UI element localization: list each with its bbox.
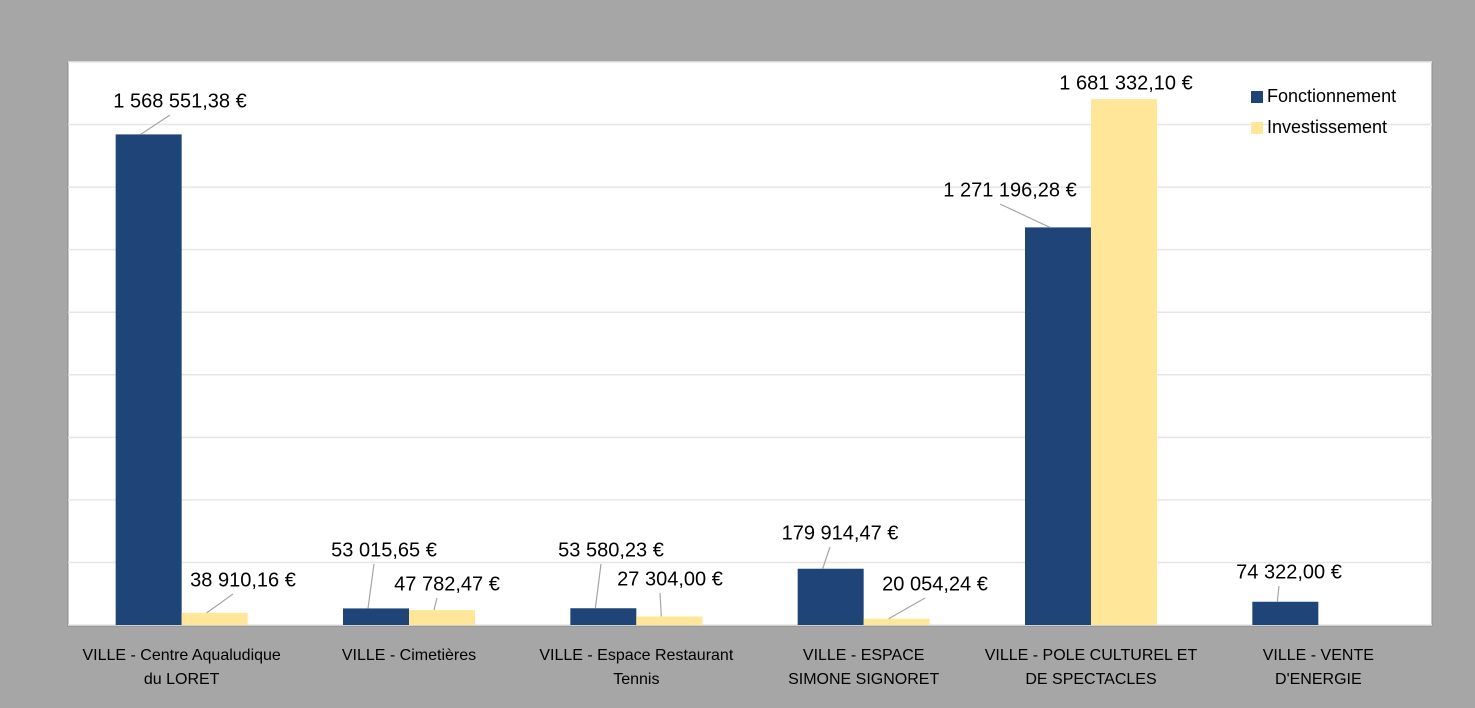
- data-label: 1 271 196,28 €: [943, 179, 1076, 201]
- leader-line: [999, 203, 1051, 228]
- plot-area: [67, 61, 1433, 627]
- data-label: 27 304,00 €: [617, 568, 723, 590]
- bar: [570, 608, 637, 625]
- x-tick-label: VILLE - Espace Restaurant Tennis: [539, 647, 734, 688]
- data-label: 53 015,65 €: [331, 539, 437, 561]
- leader-line: [888, 597, 926, 620]
- legend-swatch: [1251, 91, 1263, 103]
- legend-swatch: [1251, 122, 1263, 134]
- leader-line: [659, 592, 662, 617]
- x-tick-label: VILLE - Cimetières: [341, 647, 477, 664]
- leader-line: [206, 593, 234, 614]
- legend-label: Fonctionnement: [1267, 86, 1396, 106]
- bar: [1025, 227, 1091, 625]
- data-label: 1 568 551,38 €: [113, 90, 246, 112]
- bar: [1091, 99, 1157, 625]
- data-label: 47 782,47 €: [394, 573, 500, 595]
- bar: [409, 610, 475, 625]
- leader-line: [1276, 585, 1280, 602]
- x-tick-label: VILLE - ESPACE SIMONE SIGNORET: [788, 647, 940, 688]
- bar: [115, 134, 182, 626]
- bar: [181, 612, 248, 625]
- data-label: 179 914,47 €: [782, 522, 899, 544]
- bar: [343, 608, 409, 625]
- bar: [797, 568, 864, 625]
- bar: [636, 616, 703, 625]
- data-label: 38 910,16 €: [190, 569, 296, 591]
- data-label: 74 322,00 €: [1236, 561, 1342, 583]
- legend-label: Investissement: [1267, 117, 1387, 137]
- leader-line: [822, 546, 831, 569]
- x-tick-label: VILLE - VENTE D'ENERGIE: [1262, 647, 1374, 688]
- leader-line: [594, 563, 602, 609]
- leader-line: [367, 563, 375, 609]
- bar: [1252, 601, 1319, 625]
- bar: [863, 618, 930, 625]
- data-label: 53 580,23 €: [558, 539, 664, 561]
- leader-line: [140, 114, 171, 135]
- data-label: 20 054,24 €: [882, 573, 988, 595]
- x-tick-label: VILLE - Centre Aqualudique du LORET: [82, 647, 281, 688]
- x-tick-label: VILLE - POLE CULTUREL ET DE SPECTACLES: [984, 647, 1198, 688]
- data-label: 1 681 332,10 €: [1059, 72, 1192, 94]
- leader-line: [433, 597, 438, 611]
